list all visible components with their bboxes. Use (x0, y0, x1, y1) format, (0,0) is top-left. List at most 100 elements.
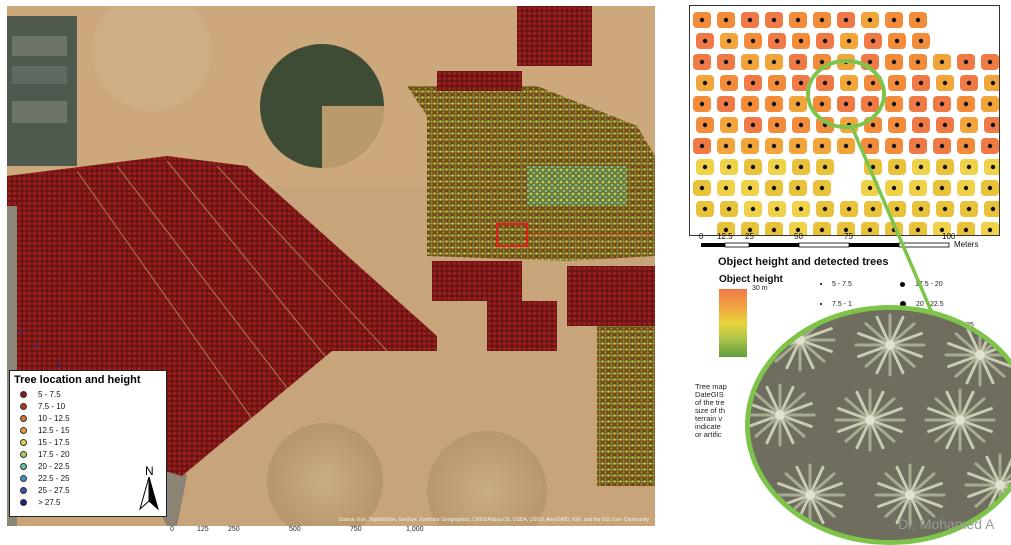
inset-scale-tick: 75 (844, 232, 853, 241)
detected-tree-crown (864, 117, 882, 133)
scale-label: 0 (170, 526, 174, 533)
detected-tree-crown (909, 54, 927, 70)
height-class-item: 5 - 7.5 (820, 279, 852, 289)
north-arrow-icon (139, 476, 159, 511)
scale-label: 750 (350, 526, 362, 533)
detected-tree-crown (813, 96, 831, 112)
detected-tree-crown (717, 180, 735, 196)
palm-crown (854, 313, 926, 377)
caption-line: terrain v (695, 414, 723, 423)
detected-tree-crown (984, 159, 999, 175)
detected-tree-crown (885, 180, 903, 196)
map-attribution: Source: Esri, DigitalGlobe, GeoEye, Eart… (338, 517, 649, 523)
detected-tree-crown (984, 117, 999, 133)
palm-crown (874, 463, 946, 527)
detected-tree-crown (816, 75, 834, 91)
detected-tree-crown (813, 222, 831, 235)
detected-tree-crown (840, 33, 858, 49)
detected-tree-crown (720, 117, 738, 133)
detected-tree-crown (984, 75, 999, 91)
selection-rectangle (496, 223, 528, 247)
detected-tree-crown (789, 12, 807, 28)
detected-tree-crown (696, 117, 714, 133)
detected-tree-crown (741, 96, 759, 112)
legend-label: 17.5 - 20 (38, 449, 70, 459)
detected-tree-crown (912, 75, 930, 91)
detected-tree-crown (744, 159, 762, 175)
object-height-label: Object height (719, 274, 783, 285)
detected-tree-crown (696, 75, 714, 91)
height-class-label: 20 - 22.5 (916, 300, 944, 308)
legend-label: 22.5 - 25 (38, 473, 70, 483)
detected-tree-crown (957, 54, 975, 70)
author-credit: Dr. Mohamed A (898, 516, 995, 532)
detected-tree-crown (696, 33, 714, 49)
detected-tree-crown (864, 201, 882, 217)
legend-item: 22.5 - 25 (20, 473, 70, 483)
height-class-marker (820, 303, 822, 305)
detected-tree-crown (981, 138, 999, 154)
height-map-inset[interactable] (689, 5, 1000, 236)
detected-tree-crown (741, 12, 759, 28)
inset-title: Object height and detected trees (718, 256, 889, 268)
detected-tree-crown (888, 33, 906, 49)
detected-tree-crown (933, 96, 951, 112)
detected-tree-crown (933, 138, 951, 154)
legend-item: > 27.5 (20, 497, 60, 507)
detected-tree-crown (888, 117, 906, 133)
height-class-label: 17.5 - 20 (915, 280, 943, 288)
legend-item: 20 - 22.5 (20, 461, 70, 471)
detected-tree-crown (696, 159, 714, 175)
detected-tree-crown (717, 138, 735, 154)
detected-tree-crown (741, 222, 759, 235)
detected-tree-crown (981, 180, 999, 196)
detected-tree-crown (888, 159, 906, 175)
detected-tree-crown (885, 54, 903, 70)
detected-tree-crown (909, 96, 927, 112)
detected-tree-crown (768, 75, 786, 91)
detected-tree-crown (768, 201, 786, 217)
legend-item: 15 - 17.5 (20, 437, 70, 447)
map-scale-bar: 0 125 250 500 750 1,000 (0, 524, 660, 535)
detected-tree-crown (957, 138, 975, 154)
north-label: N (145, 464, 154, 478)
legend-item: 5 - 7.5 (20, 389, 61, 399)
detected-tree-crown (960, 117, 978, 133)
inset-scale-tick: 0 (699, 232, 704, 241)
detected-tree-crown (768, 117, 786, 133)
detected-tree-crown (885, 12, 903, 28)
scale-label: 250 (228, 526, 240, 533)
object-height-colorbar (719, 289, 747, 357)
detected-tree-crown (741, 54, 759, 70)
detected-tree-crown (861, 138, 879, 154)
detected-tree-crown (792, 75, 810, 91)
detected-tree-crown (864, 159, 882, 175)
detected-tree-crown (693, 96, 711, 112)
zoomed-palm-view (745, 305, 1011, 545)
detected-tree-crown (792, 117, 810, 133)
detected-tree-crown (765, 222, 783, 235)
height-class-marker (900, 281, 905, 287)
detected-tree-crown (717, 222, 735, 235)
legend-label: 10 - 12.5 (38, 413, 70, 423)
detected-tree-crown (744, 75, 762, 91)
detected-tree-crown (984, 201, 999, 217)
height-class-label: 5 - 7.5 (832, 280, 852, 288)
detected-tree-crown (816, 201, 834, 217)
detected-tree-crown (912, 33, 930, 49)
palm-crown (764, 310, 836, 372)
detected-tree-crown (861, 54, 879, 70)
scale-label: 500 (289, 526, 301, 533)
detected-tree-crown (912, 117, 930, 133)
inset-scale-tick: 12.5 (717, 232, 733, 241)
legend-label: 25 - 27.5 (38, 485, 70, 495)
legend-swatch (20, 450, 27, 458)
detected-tree-crown (816, 117, 834, 133)
inset-scale-tick: 25 (745, 232, 754, 241)
legend-label: 12.5 - 15 (38, 425, 70, 435)
detected-tree-crown (936, 117, 954, 133)
palm-crown (834, 388, 906, 452)
detected-tree-crown (912, 159, 930, 175)
detected-tree-crown (789, 54, 807, 70)
detected-tree-crown (864, 75, 882, 91)
